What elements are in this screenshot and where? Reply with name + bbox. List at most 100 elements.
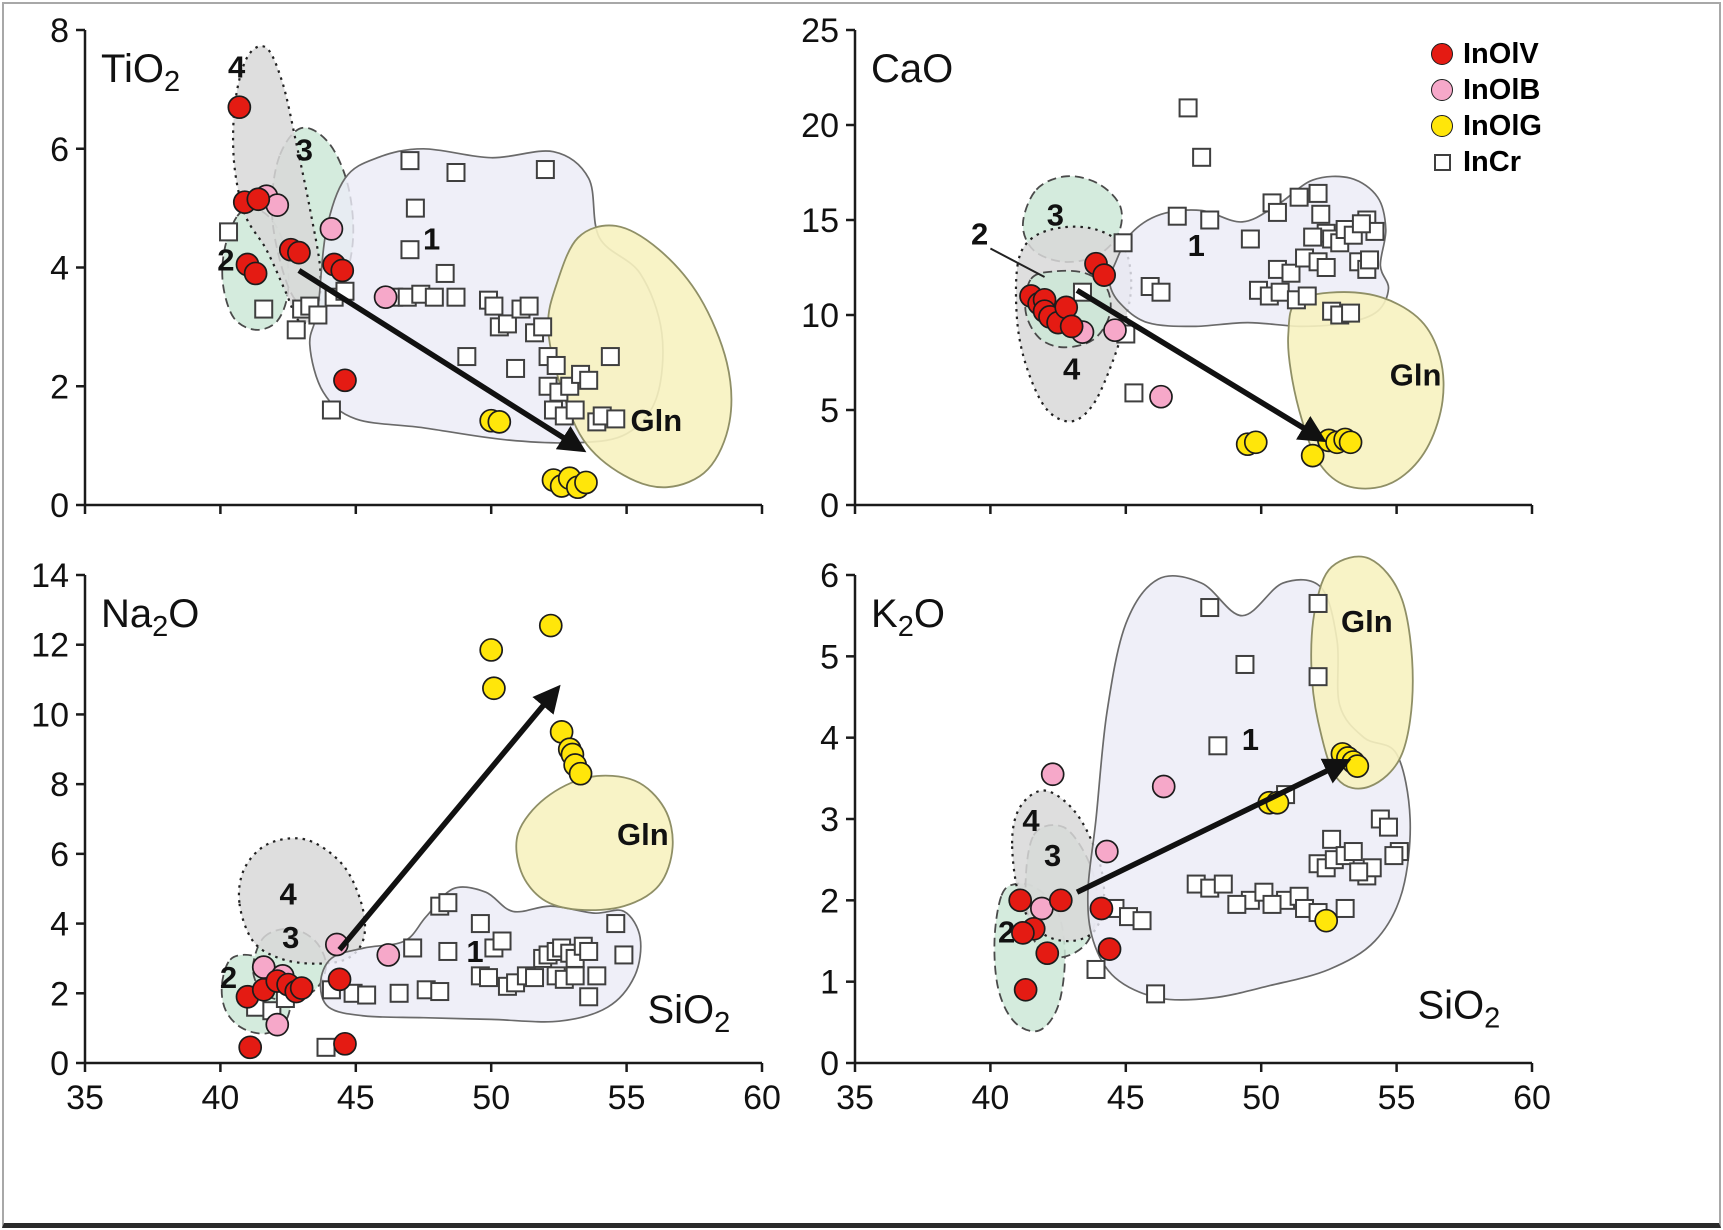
data-point [533,317,553,337]
data-point [330,258,355,283]
data-point [1262,894,1282,914]
data-point [1124,383,1144,403]
data-point [1146,984,1166,1004]
y-tick-label: 4 [50,906,69,944]
data-point [484,296,504,316]
data-point [400,151,420,171]
data-point [389,983,409,1003]
panel-title: Na2O [101,592,199,643]
y-tick-label: 6 [50,131,69,169]
panel-tio2: 4 3 2 1 Gln 0 2 4 6 8 TiO2 [50,12,764,525]
x-tick-label: 35 [66,1079,104,1117]
data-point [579,941,599,961]
trend-arrow [337,684,561,952]
data-point [373,285,398,310]
data-point [492,931,512,951]
data-point [497,314,517,334]
data-point [482,676,506,701]
data-point [1297,286,1317,306]
data-point [1378,817,1398,837]
data-point [1322,829,1342,849]
data-point [316,1037,336,1057]
data-point [587,966,607,986]
y-tick-label: 5 [820,392,839,430]
data-point [254,299,274,319]
data-point [470,914,490,934]
data-point [238,1035,263,1060]
trend-arrow [1075,758,1352,895]
field-label-Gln: Gln [631,403,683,438]
data-point [405,198,425,218]
data-point [1011,921,1035,945]
data-point [219,222,239,242]
field-label-3: 3 [282,920,299,955]
panel-title: TiO2 [101,47,180,98]
x-tick-label: 55 [608,1079,646,1117]
data-point [1035,941,1060,966]
field-label-2: 2 [220,960,237,995]
x-tick-label: 60 [1513,1079,1551,1117]
data-point [568,761,593,786]
data-point [606,409,626,429]
field-label-Gln: Gln [1341,604,1393,639]
series-InCr [1029,98,1385,403]
y-tick-label: 1 [820,964,839,1002]
data-point [1341,303,1361,323]
data-point [1008,888,1033,913]
data-point [1303,227,1323,247]
data-point [1200,598,1220,618]
data-point [1149,384,1173,409]
data-point [400,240,420,260]
field-label-Gln: Gln [1390,357,1442,392]
data-point [487,410,512,434]
x-tick-label: 50 [1242,1079,1280,1117]
series-InOlV [1008,888,1122,1002]
field-label-2: 2 [971,217,988,252]
data-point [1208,736,1228,756]
series-InOlV [227,95,357,393]
axes-cao: 0 5 10 15 20 25 [801,12,1534,525]
data-point [1338,430,1363,455]
data-point [357,985,377,1005]
data-point [579,370,599,390]
legend-marker-square-icon [1433,153,1451,171]
field-label-2: 2 [998,915,1015,950]
field-label-4: 4 [228,50,246,85]
y-tick-label: 25 [801,12,839,50]
data-point [438,893,458,913]
field-label-4: 4 [279,876,297,911]
field-label-4: 4 [1063,352,1081,387]
data-point [1289,187,1309,207]
data-point [1240,229,1260,249]
y-tick-label: 6 [50,836,69,874]
data-point [1097,937,1122,961]
data-point [506,358,526,378]
legend-item: InOlV [1430,38,1542,70]
legend-marker-circle-icon [1431,43,1453,65]
data-point [1086,959,1106,979]
data-point [1227,894,1247,914]
data-point [1192,147,1212,167]
data-point [438,941,458,961]
x-axis-label: SiO2 [1417,983,1500,1034]
data-point [457,347,477,367]
series-InOlB [1030,762,1176,921]
data-point [1360,250,1380,270]
data-point [546,355,566,375]
data-point [1113,233,1133,253]
data-point [614,945,634,965]
data-point [1059,314,1084,339]
data-point [1308,667,1328,687]
data-point [1349,862,1369,882]
data-point [435,263,455,283]
y-tick-label: 14 [31,557,69,595]
data-point [1235,654,1255,674]
data-point [287,240,311,265]
data-point [1311,204,1331,224]
data-point [1200,210,1220,230]
data-point [1103,318,1127,343]
panel-title: K2O [871,592,945,643]
data-point [1048,888,1073,913]
